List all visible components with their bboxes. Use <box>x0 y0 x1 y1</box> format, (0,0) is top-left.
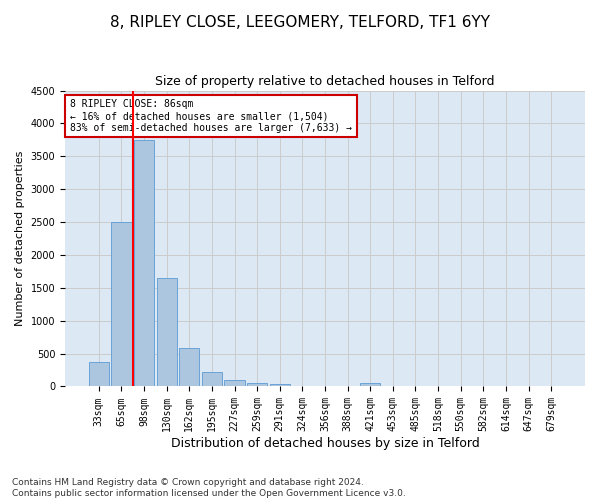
Bar <box>202 372 222 386</box>
Text: Contains HM Land Registry data © Crown copyright and database right 2024.
Contai: Contains HM Land Registry data © Crown c… <box>12 478 406 498</box>
Title: Size of property relative to detached houses in Telford: Size of property relative to detached ho… <box>155 75 495 88</box>
Bar <box>247 382 268 386</box>
Bar <box>157 278 177 386</box>
Bar <box>360 383 380 386</box>
Bar <box>179 348 199 387</box>
Bar <box>134 140 154 386</box>
Bar <box>111 222 131 386</box>
Y-axis label: Number of detached properties: Number of detached properties <box>15 151 25 326</box>
Bar <box>269 384 290 386</box>
X-axis label: Distribution of detached houses by size in Telford: Distribution of detached houses by size … <box>170 437 479 450</box>
Bar <box>89 362 109 386</box>
Text: 8 RIPLEY CLOSE: 86sqm
← 16% of detached houses are smaller (1,504)
83% of semi-d: 8 RIPLEY CLOSE: 86sqm ← 16% of detached … <box>70 100 352 132</box>
Bar <box>224 380 245 386</box>
Text: 8, RIPLEY CLOSE, LEEGOMERY, TELFORD, TF1 6YY: 8, RIPLEY CLOSE, LEEGOMERY, TELFORD, TF1… <box>110 15 490 30</box>
